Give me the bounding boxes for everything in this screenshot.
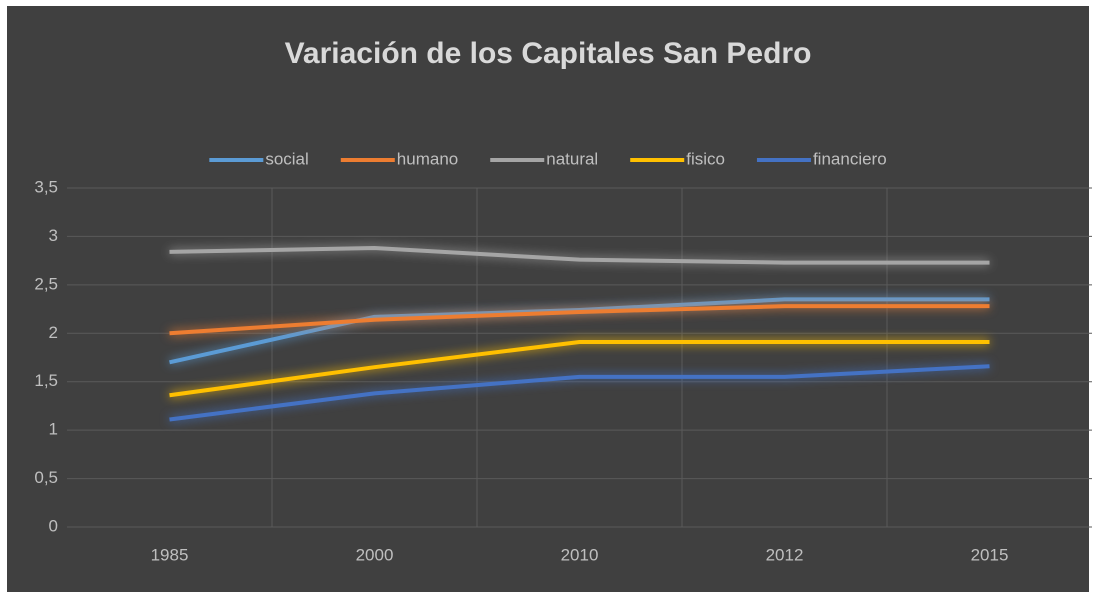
chart-title: Variación de los Capitales San Pedro	[285, 37, 812, 70]
legend-label: humano	[397, 149, 458, 168]
x-tick-label: 2000	[356, 545, 394, 564]
legend-label: financiero	[813, 149, 887, 168]
x-tick-label: 2015	[971, 545, 1009, 564]
series-line	[169, 340, 990, 398]
series-line	[169, 364, 990, 422]
x-tick-label: 2012	[766, 545, 804, 564]
legend-label: social	[265, 149, 308, 168]
legend-label: fisico	[686, 149, 725, 168]
y-tick-label: 0,5	[34, 468, 58, 487]
y-tick-label: 3	[49, 226, 58, 245]
series-line	[169, 246, 990, 265]
y-tick-label: 0	[49, 516, 58, 535]
y-tick-label: 3,5	[34, 177, 58, 196]
x-tick-label: 2010	[561, 545, 599, 564]
series-line	[169, 304, 990, 336]
y-tick-label: 2	[49, 323, 58, 342]
y-tick-label: 1	[49, 420, 58, 439]
x-tick-label: 1985	[151, 545, 189, 564]
y-tick-label: 1,5	[34, 371, 58, 390]
legend-label: natural	[546, 149, 598, 168]
y-tick-label: 2,5	[34, 274, 58, 293]
